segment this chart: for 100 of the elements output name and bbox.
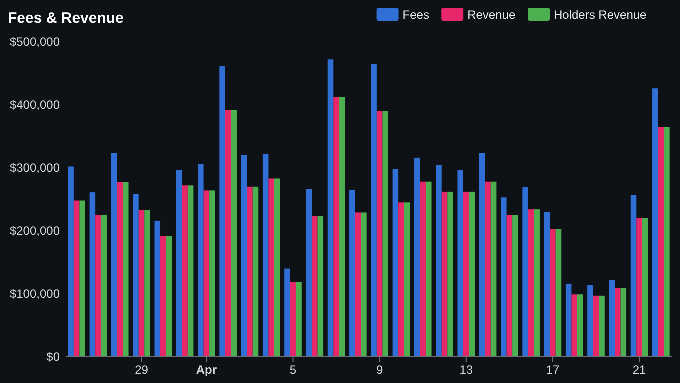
- bar: [664, 127, 670, 357]
- bar: [501, 198, 507, 357]
- x-tick-label: 29: [135, 363, 149, 377]
- bar: [426, 182, 432, 357]
- bar: [615, 288, 621, 357]
- bar: [630, 195, 637, 357]
- bar: [550, 229, 556, 357]
- bar: [117, 182, 123, 357]
- bar: [566, 284, 572, 357]
- bar: [241, 155, 248, 357]
- bar: [68, 166, 74, 357]
- bar: [284, 268, 290, 357]
- bar: [355, 212, 362, 357]
- bar: [652, 88, 658, 357]
- bar: [90, 192, 96, 357]
- bar: [636, 218, 642, 357]
- bar: [458, 170, 464, 357]
- bar: [512, 215, 518, 357]
- bar: [382, 111, 388, 357]
- bar: [588, 285, 594, 357]
- bar: [469, 192, 476, 357]
- bar: [182, 186, 188, 357]
- bar: [204, 190, 210, 357]
- y-tick-label: $300,000: [10, 161, 60, 176]
- chart-title: Fees & Revenue: [8, 10, 124, 27]
- bar: [328, 60, 334, 357]
- bar: [166, 236, 172, 357]
- bar: [138, 210, 145, 357]
- bar: [392, 169, 399, 357]
- bar: [593, 296, 600, 357]
- bar: [290, 282, 296, 357]
- legend-label: Fees: [402, 8, 430, 22]
- x-tick-label: 17: [546, 363, 560, 377]
- bar: [599, 296, 605, 357]
- bar: [339, 97, 346, 357]
- bar: [252, 186, 259, 357]
- bar: [220, 66, 226, 357]
- bar: [609, 280, 616, 357]
- bar: [96, 215, 102, 357]
- bar: [572, 294, 578, 357]
- x-tick-label: Apr: [196, 363, 218, 377]
- bar: [414, 158, 420, 357]
- bar: [306, 189, 312, 357]
- legend-label: Holders Revenue: [554, 8, 648, 22]
- bar: [556, 229, 562, 357]
- bar: [442, 192, 448, 357]
- bar: [312, 216, 318, 357]
- bar: [620, 288, 627, 357]
- x-tick-label: 13: [460, 363, 474, 377]
- bar: [210, 190, 216, 357]
- bar: [420, 182, 426, 357]
- bar: [506, 215, 513, 357]
- bar: [361, 212, 367, 357]
- bar: [133, 194, 139, 357]
- bar: [479, 154, 486, 357]
- x-tick-label: 9: [376, 363, 384, 377]
- bar: [485, 182, 491, 357]
- bar: [262, 154, 269, 357]
- bar: [160, 236, 166, 357]
- bar: [490, 182, 497, 357]
- bar: [376, 111, 383, 357]
- bar: [371, 64, 377, 357]
- y-tick-label: $200,000: [10, 224, 60, 238]
- bar: [350, 190, 356, 357]
- bar: [247, 186, 253, 357]
- bar: [398, 202, 404, 357]
- bar: [231, 110, 237, 357]
- bar: [225, 110, 232, 357]
- y-tick-label: $500,000: [10, 35, 60, 50]
- bar: [176, 170, 182, 357]
- bar: [80, 200, 86, 357]
- bar: [404, 202, 410, 357]
- bar: [296, 282, 302, 357]
- legend-label: Revenue: [468, 8, 516, 22]
- bar: [334, 97, 340, 357]
- y-tick-label: $400,000: [10, 98, 60, 112]
- bar: [111, 154, 118, 357]
- bar: [154, 220, 161, 357]
- bar: [577, 294, 584, 357]
- bar: [74, 200, 80, 357]
- bar: [534, 210, 540, 357]
- x-tick-label: 5: [290, 363, 297, 377]
- bar: [528, 210, 534, 357]
- bar: [144, 210, 150, 357]
- bar: [198, 164, 204, 357]
- bar: [188, 186, 194, 357]
- bar: [642, 218, 648, 357]
- bar: [101, 215, 108, 357]
- bar: [122, 182, 129, 357]
- bar: [464, 192, 470, 357]
- bar: [658, 127, 664, 357]
- bar: [448, 192, 454, 357]
- bar: [544, 212, 550, 357]
- bar: [522, 188, 528, 357]
- bar: [436, 165, 442, 357]
- x-tick-label: 21: [632, 363, 647, 377]
- y-tick-label: $0: [46, 350, 60, 364]
- bar: [268, 178, 274, 357]
- y-tick-label: $100,000: [10, 287, 60, 302]
- bar: [318, 216, 324, 357]
